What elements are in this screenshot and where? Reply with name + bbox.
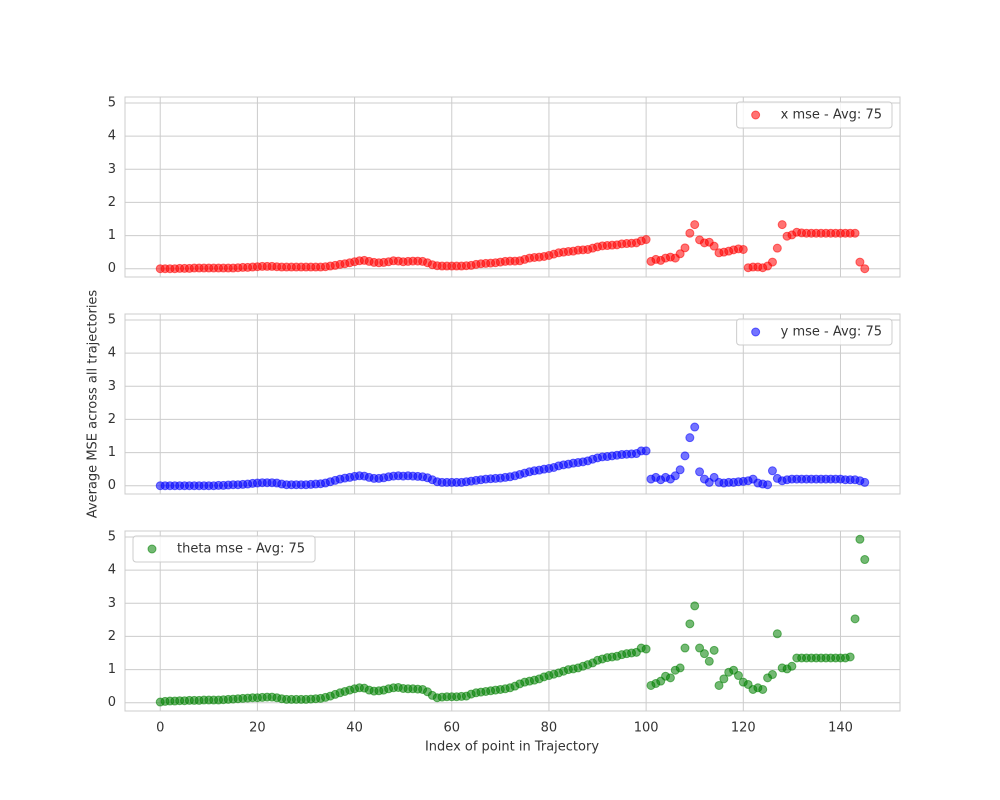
y-tick-label: 5 — [108, 95, 116, 110]
legend-marker — [751, 327, 761, 337]
legend: y mse - Avg: 75 — [736, 318, 893, 346]
legend-box — [736, 318, 893, 346]
y-tick-label: 2 — [108, 195, 116, 210]
point — [855, 534, 865, 544]
point — [670, 471, 680, 481]
y-tick-label: 5 — [108, 529, 116, 544]
y-tick-label: 4 — [108, 563, 116, 578]
point — [675, 249, 685, 259]
point — [699, 649, 709, 659]
x-axis-label: Index of point in Trajectory — [425, 740, 599, 755]
y-tick-label: 2 — [108, 629, 116, 644]
point — [763, 480, 773, 490]
point — [665, 673, 675, 683]
point — [641, 235, 651, 245]
point — [738, 244, 748, 254]
legend-label: y mse - Avg: 75 — [781, 325, 882, 340]
point — [787, 661, 797, 671]
x-tick-label: 120 — [731, 721, 756, 736]
legend-label: x mse - Avg: 75 — [781, 108, 882, 123]
y-tick-label: 4 — [108, 129, 116, 144]
point — [719, 674, 729, 684]
point — [685, 619, 695, 629]
point — [675, 663, 685, 673]
y-tick-label: 0 — [108, 695, 116, 710]
point — [680, 643, 690, 653]
point — [772, 629, 782, 639]
point — [709, 241, 719, 251]
x-tick-label: 140 — [828, 721, 853, 736]
point — [695, 643, 705, 653]
legend-box — [132, 535, 316, 563]
point — [758, 684, 768, 694]
point — [685, 228, 695, 238]
x-tick-label: 100 — [634, 721, 659, 736]
x-tick-label: 20 — [249, 721, 266, 736]
x-tick-label: 80 — [541, 721, 558, 736]
y-tick-label: 5 — [108, 312, 116, 327]
point — [695, 467, 705, 477]
x-tick-label: 40 — [346, 721, 363, 736]
legend: x mse - Avg: 75 — [736, 101, 893, 129]
point — [777, 220, 787, 230]
legend-box — [736, 101, 893, 129]
x-tick-label: 60 — [443, 721, 460, 736]
point — [860, 477, 870, 487]
point — [767, 466, 777, 476]
point — [690, 220, 700, 230]
point — [675, 465, 685, 475]
y-axis-label: Average MSE across all trajectories — [86, 290, 101, 519]
point — [704, 656, 714, 666]
point — [714, 680, 724, 690]
y-tick-label: 0 — [108, 478, 116, 493]
y-tick-label: 3 — [108, 162, 116, 177]
point — [772, 243, 782, 253]
y-tick-label: 3 — [108, 596, 116, 611]
point — [860, 264, 870, 274]
y-tick-label: 4 — [108, 346, 116, 361]
point — [680, 243, 690, 253]
y-tick-label: 2 — [108, 412, 116, 427]
point — [685, 433, 695, 443]
legend-label: theta mse - Avg: 75 — [177, 542, 305, 557]
point — [767, 257, 777, 267]
legend-marker — [147, 544, 157, 554]
legend-marker — [751, 110, 761, 120]
point — [767, 670, 777, 680]
y-tick-label: 1 — [108, 445, 116, 460]
point — [850, 228, 860, 238]
point — [690, 422, 700, 432]
point — [855, 257, 865, 267]
point — [850, 614, 860, 624]
point — [709, 645, 719, 655]
point — [860, 555, 870, 565]
y-tick-label: 1 — [108, 228, 116, 243]
y-tick-label: 1 — [108, 662, 116, 677]
point — [845, 652, 855, 662]
point — [690, 601, 700, 611]
x-tick-label: 0 — [156, 721, 164, 736]
y-tick-label: 3 — [108, 379, 116, 394]
point — [733, 671, 743, 681]
point — [680, 451, 690, 461]
point — [641, 446, 651, 456]
point — [641, 644, 651, 654]
legend: theta mse - Avg: 75 — [132, 535, 316, 563]
y-tick-label: 0 — [108, 261, 116, 276]
